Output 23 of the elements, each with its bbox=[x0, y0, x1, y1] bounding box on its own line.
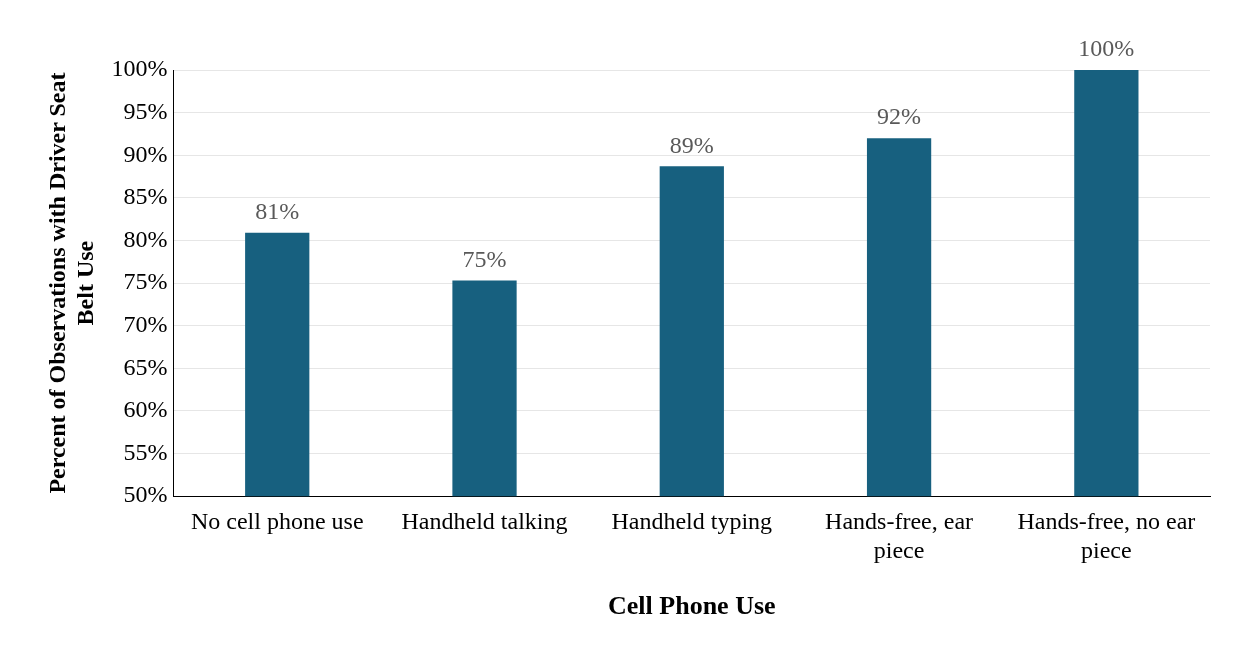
y-tick-label: 55% bbox=[123, 438, 168, 465]
x-tick-label: Handheld talking bbox=[401, 507, 568, 534]
y-tick-label: 90% bbox=[123, 140, 168, 167]
x-tick-label: Hands-free, ear piece bbox=[825, 507, 974, 563]
y-tick-label: 65% bbox=[123, 353, 168, 380]
data-label: 75% bbox=[462, 245, 507, 272]
y-tick-label: 85% bbox=[123, 183, 168, 210]
x-tick-label: Handheld typing bbox=[611, 507, 773, 534]
x-tick-label: No cell phone use bbox=[190, 507, 364, 534]
y-tick-label: 95% bbox=[123, 97, 168, 124]
y-tick-label: 70% bbox=[123, 311, 168, 338]
y-tick-label: 50% bbox=[123, 481, 168, 508]
data-label: 92% bbox=[877, 103, 922, 130]
x-axis-title: Cell Phone Use bbox=[608, 591, 776, 621]
data-label: 89% bbox=[669, 131, 714, 158]
y-axis-title: Percent of Observations with Driver Seat Belt Use bbox=[43, 72, 99, 494]
y-tick-label: 100% bbox=[111, 55, 168, 82]
y-tick-label: 75% bbox=[123, 268, 168, 295]
y-tick-label: 80% bbox=[123, 225, 168, 252]
x-tick-label: Hands-free, no ear piece bbox=[1017, 507, 1196, 563]
data-label: 100% bbox=[1078, 35, 1135, 62]
y-tick-label: 60% bbox=[123, 396, 168, 423]
data-label: 81% bbox=[255, 198, 300, 225]
